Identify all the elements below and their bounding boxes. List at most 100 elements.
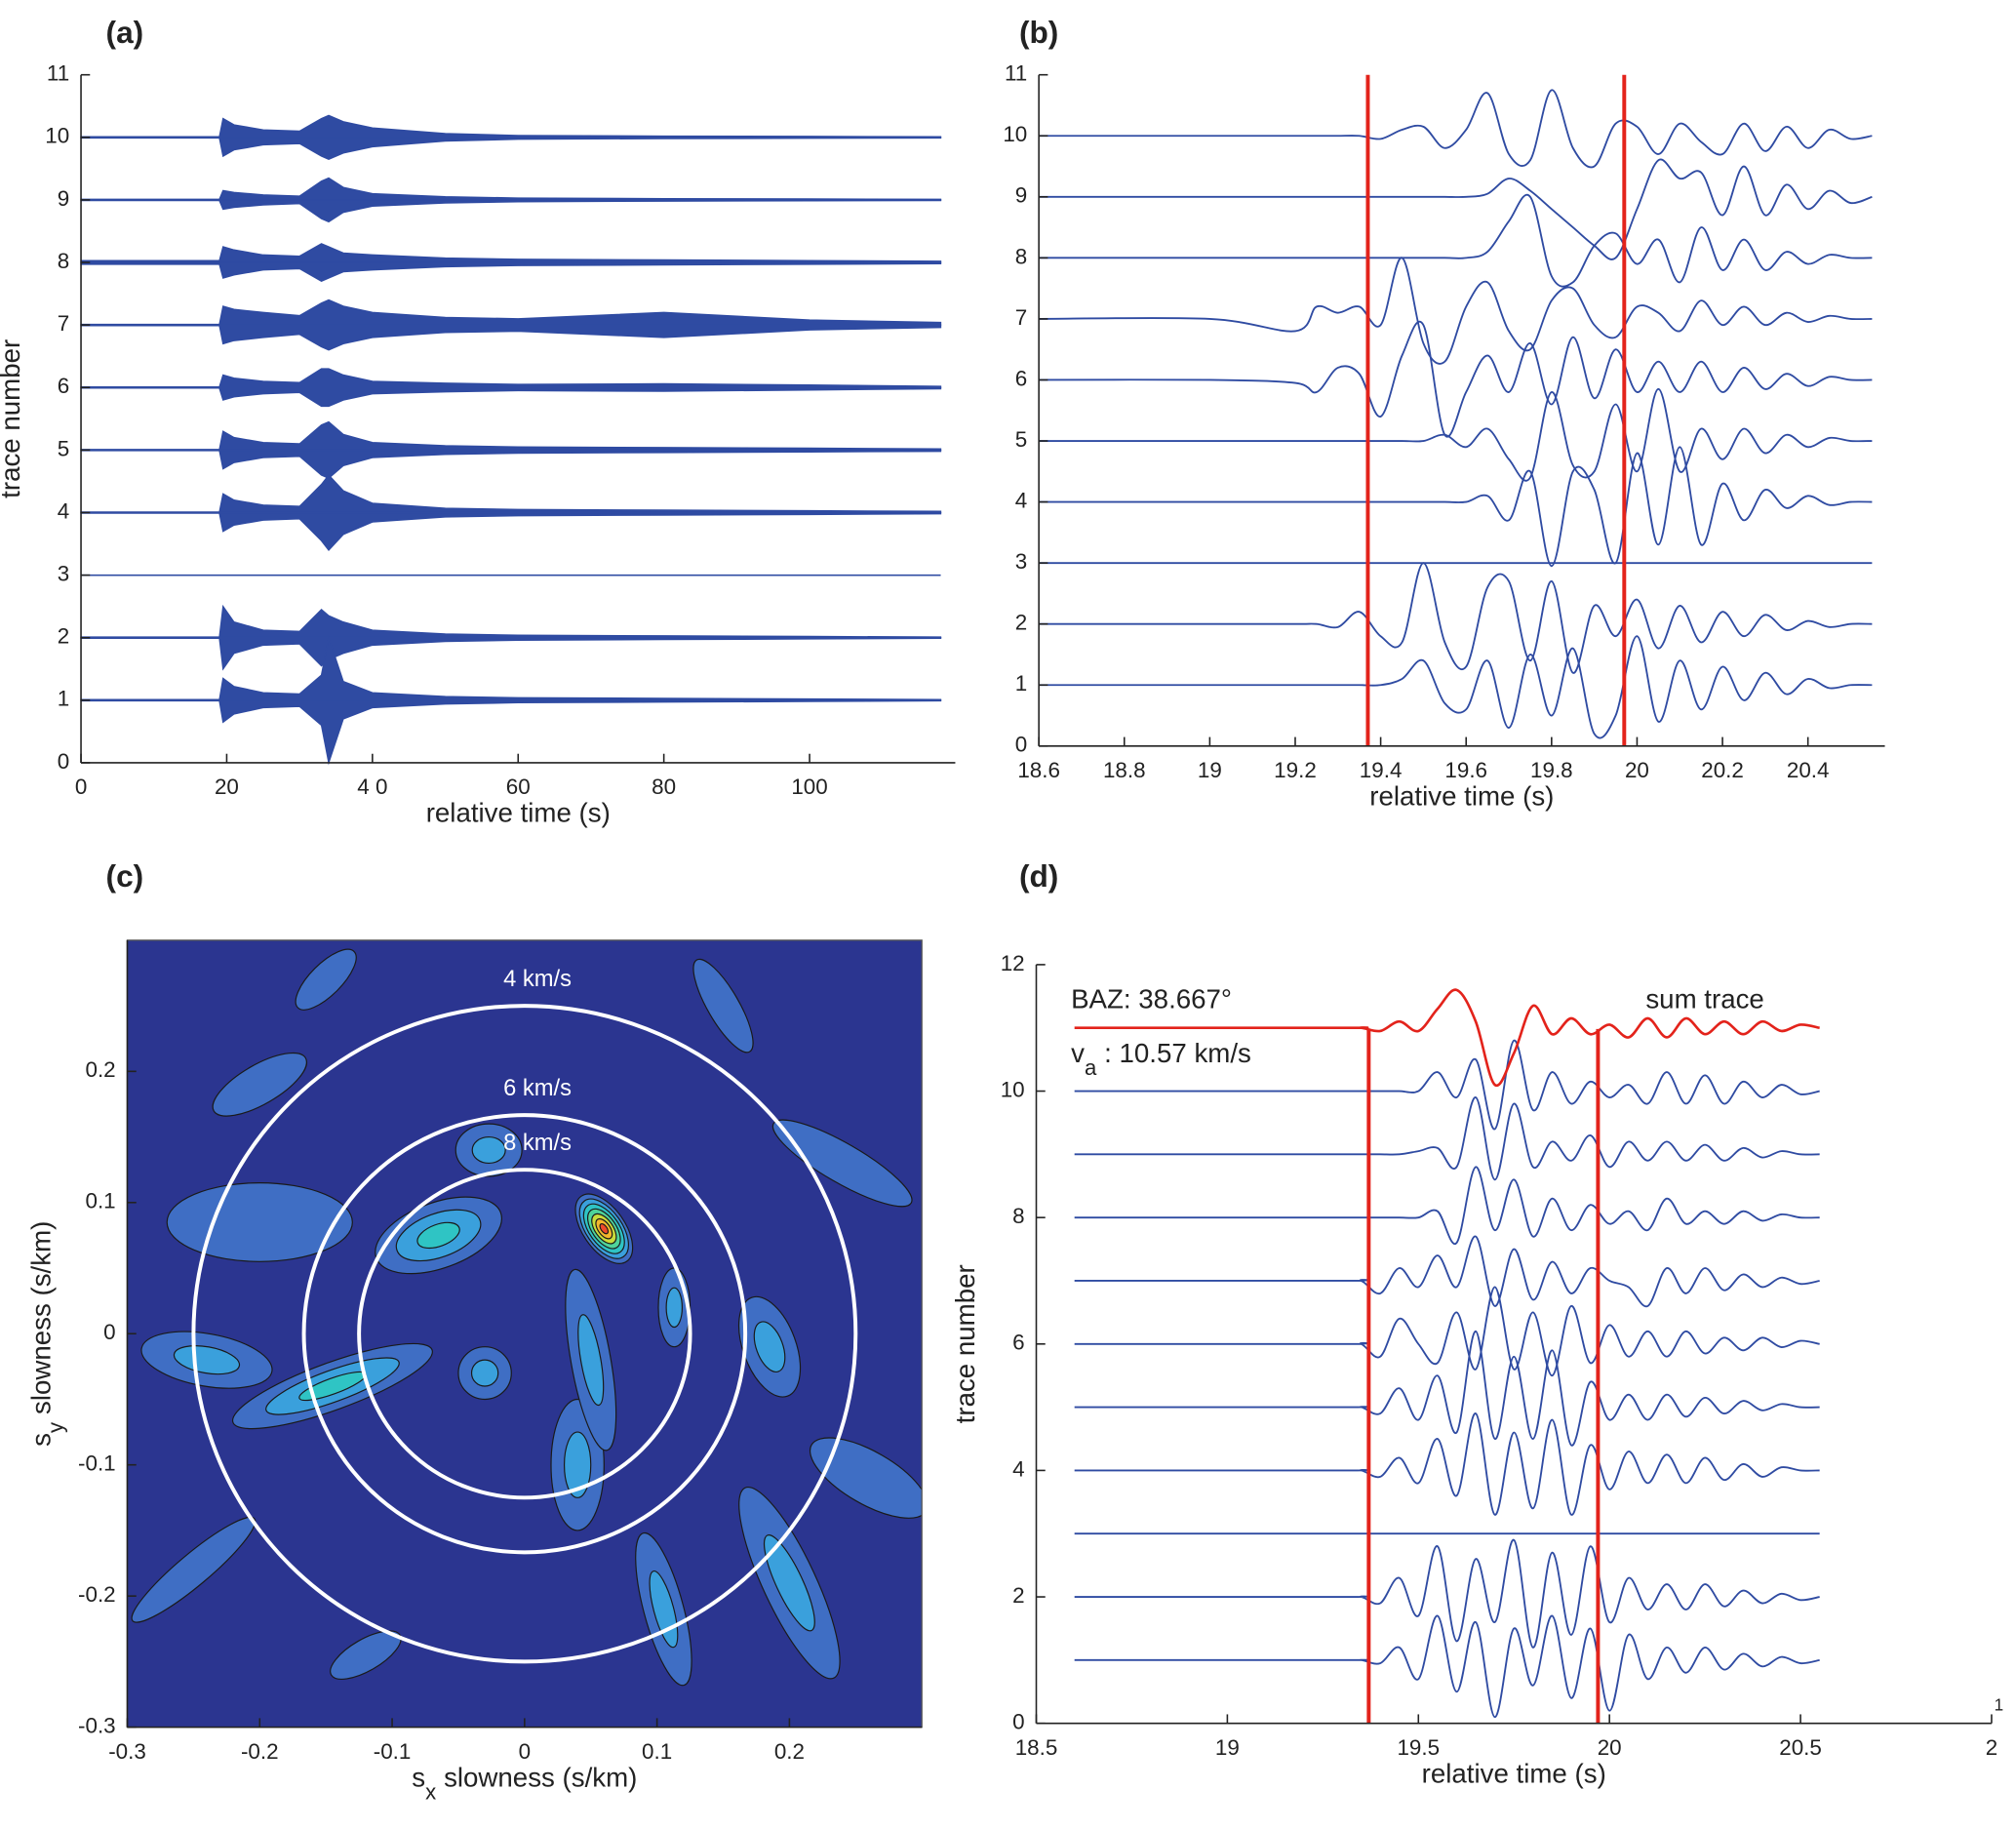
trace-envelope-lower [80,261,942,283]
contour-level [131,1516,257,1623]
x-tick-label: 18.5 [1015,1735,1058,1760]
trace-line [1039,193,1873,288]
contour-level [692,958,754,1054]
trace-envelope-lower [80,386,942,408]
x-tick-label: 19.4 [1360,758,1403,782]
trace-envelope-upper [80,177,942,201]
y-tick-label: 4 [1012,1456,1024,1481]
y-tick-label: 0.1 [85,1189,115,1213]
y-axis-label-subscript: y [43,1421,67,1433]
trace-line [1039,158,1873,260]
contour-level [753,1321,786,1372]
trace-envelope-lower [80,511,942,551]
y-tick-label: 0 [58,749,69,774]
x-tick-label: 20.2 [1701,758,1744,782]
contour-level [173,1345,241,1375]
contour-level [665,1287,684,1329]
velocity-label: 4 km/s [503,967,572,992]
y-tick-label: 7 [1015,305,1027,330]
velocity-label: 6 km/s [503,1076,572,1101]
contour-level [763,1534,815,1632]
x-tick-label: 18.6 [1017,758,1060,782]
contour-level [212,1052,307,1117]
x-tick-label: 4 0 [357,775,387,799]
trace-line [1039,257,1873,365]
x-tick-label: 20 [1625,758,1649,782]
y-tick-label: 9 [1015,183,1027,208]
contour-level [470,1359,499,1387]
sum-trace-label: sum trace [1645,984,1763,1014]
x-tick-label: 0.2 [774,1739,805,1764]
y-axis-label: sy slowness (s/km) [25,1221,67,1447]
x-tick-label: 19 [1215,1735,1240,1760]
trace-envelope-upper [80,114,942,139]
x-tick-label: 0.1 [642,1739,672,1764]
y-tick-label: 0 [103,1320,115,1344]
trace-envelope-upper [80,243,942,263]
panel-title: (d) [1019,858,1058,894]
y-tick-label: 1 [1015,671,1027,696]
y-tick-label: 2 [1012,1583,1024,1608]
x-tick-label: 19.6 [1444,758,1487,782]
x-tick-label: 20 [215,775,239,799]
velocity-label: 8 km/s [503,1131,572,1156]
trace-line [1074,1286,1820,1377]
y-tick-label: 12 [1001,951,1025,975]
contour-level [295,948,357,1011]
map-layer: 4 km/s 6 km/s 8 km/s [127,939,923,1728]
trace-envelope-upper [80,368,942,388]
y-tick-label: 8 [1012,1204,1024,1228]
trace-line [1074,1330,1820,1447]
trace-line [1074,988,1820,1088]
trace-line [1039,562,1873,674]
velocity-annotation-text: : 10.57 km/s [1104,1038,1251,1068]
y-tick-label: -0.3 [78,1714,116,1738]
x-tick-label: 18.8 [1103,758,1146,782]
y-tick-label: 4 [1015,489,1027,513]
x-tick-label: 0 [75,775,87,799]
trace-envelope-lower [80,637,942,671]
x-tick-label: 100 [791,775,827,799]
y-tick-label: -0.1 [78,1451,116,1476]
x-tick-label: 19.5 [1397,1735,1440,1760]
x-axis-label: relative time (s) [426,798,611,828]
trace-line [1074,1538,1820,1649]
y-tick-label: 4 [58,498,69,523]
x-tick-label: 19.8 [1530,758,1573,782]
y-tick-label: 6 [1015,366,1027,390]
x-tick-label: -0.1 [374,1739,412,1764]
contour-level [577,1314,605,1407]
trace-line [1039,635,1873,739]
x-tick-label: 19.2 [1274,758,1317,782]
y-tick-label: 1 [58,687,69,711]
velocity-annotation-symbol: v [1071,1038,1085,1068]
y-tick-label: 10 [45,124,69,148]
velocity-annotation: va : 10.57 km/s [1071,1038,1251,1080]
panel-title: (b) [1019,15,1058,50]
y-tick-label: 0 [1015,733,1027,757]
trace-line [1039,321,1873,438]
contour-level [771,1119,913,1208]
trace-envelope-lower [80,449,942,479]
y-tick-label: 8 [58,249,69,273]
y-tick-label: 11 [47,61,69,86]
x-axis-label-subscript: x [425,1779,436,1804]
velocity-circle [191,1004,858,1664]
contour-level [416,1221,460,1250]
x-tick-label: 80 [652,775,676,799]
x-tick-label: 20.4 [1787,758,1830,782]
contour-level [599,1223,610,1235]
y-tick-label: 6 [58,374,69,398]
x-tick-label: 0 [519,1739,531,1764]
x-tick-label: -0.2 [241,1739,279,1764]
trace-line [1039,89,1873,169]
trace-envelope-lower [80,137,942,160]
trace-line [1074,1235,1820,1308]
y-tick-label: 0 [1012,1710,1024,1734]
y-tick-label: 5 [1015,427,1027,452]
velocity-annotation-subscript: a [1085,1055,1097,1080]
y-tick-label: 3 [58,562,69,586]
x-axis-label: relative time (s) [1369,780,1554,811]
